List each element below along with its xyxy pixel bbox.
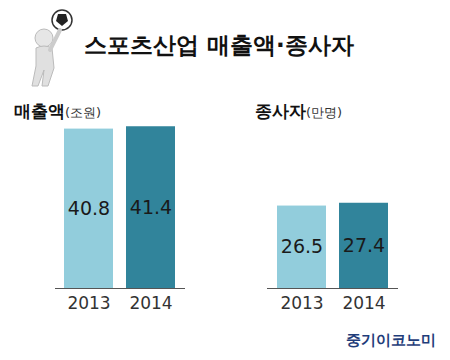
- html-text:스포츠산업 매출액·종사자: 스포츠산업 매출액·종사자: [84, 32, 354, 58]
- svg-text:26.5: 26.5: [281, 235, 323, 257]
- html-text:매출액(조원): 매출액(조원): [14, 101, 102, 121]
- svg-text:2014: 2014: [342, 293, 385, 313]
- svg-text:40.8: 40.8: [68, 197, 110, 219]
- svg-text:2013: 2013: [67, 293, 110, 313]
- svg-text:27.4: 27.4: [343, 234, 385, 256]
- html-text:종사자(만명): 종사자(만명): [255, 101, 343, 121]
- html-text:중기이코노미: 중기이코노미: [346, 331, 436, 349]
- svg-text:2013: 2013: [280, 293, 323, 313]
- svg-text:2014: 2014: [129, 293, 172, 313]
- svg-text:41.4: 41.4: [130, 196, 172, 218]
